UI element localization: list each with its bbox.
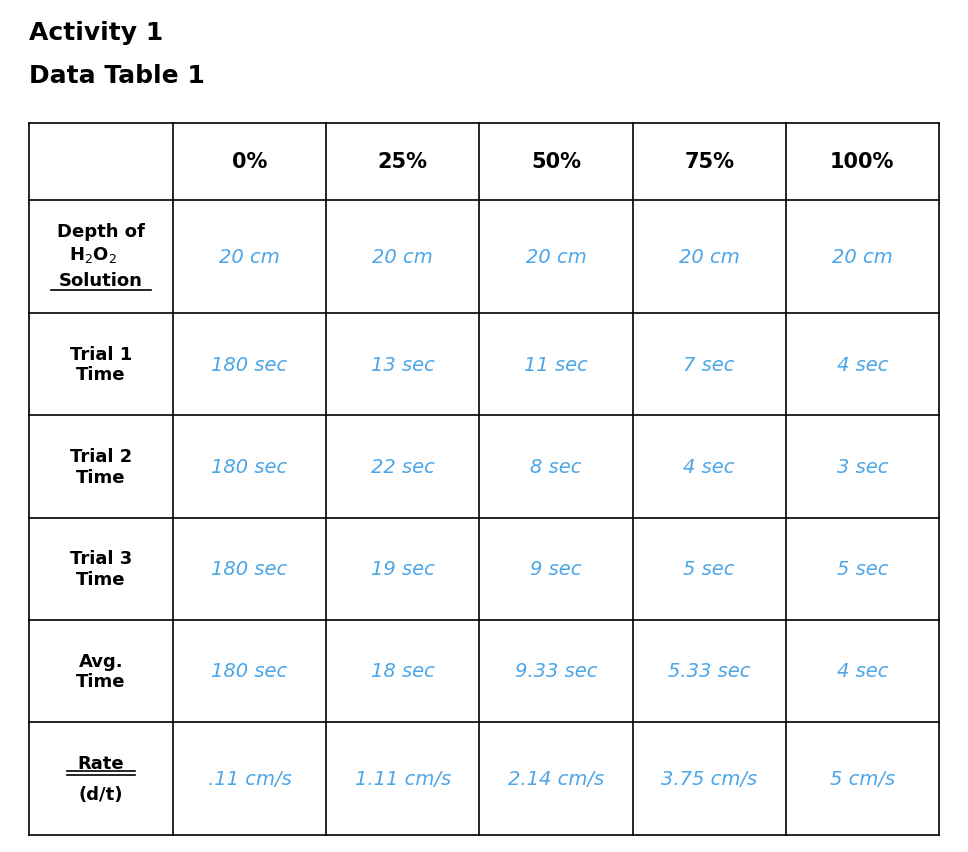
Text: .11 cm/s: .11 cm/s: [208, 769, 291, 788]
Text: 5.33 sec: 5.33 sec: [668, 662, 750, 681]
Text: H$_2$O$_2$: H$_2$O$_2$: [70, 245, 117, 265]
Text: Trial 1: Trial 1: [70, 346, 132, 364]
Text: 20 cm: 20 cm: [832, 248, 892, 267]
Text: Activity 1: Activity 1: [29, 21, 164, 45]
Text: 5 sec: 5 sec: [683, 560, 735, 579]
Text: 25%: 25%: [378, 153, 428, 172]
Text: 180 sec: 180 sec: [211, 560, 287, 579]
Text: Time: Time: [76, 468, 126, 486]
Text: 3.75 cm/s: 3.75 cm/s: [661, 769, 757, 788]
Text: 1.11 cm/s: 1.11 cm/s: [354, 769, 451, 788]
Text: 11 sec: 11 sec: [524, 355, 588, 374]
Text: 5 cm/s: 5 cm/s: [830, 769, 895, 788]
Text: 4 sec: 4 sec: [683, 458, 735, 476]
Text: 75%: 75%: [684, 153, 734, 172]
Text: 18 sec: 18 sec: [371, 662, 435, 681]
Text: 4 sec: 4 sec: [836, 355, 888, 374]
Text: Depth of: Depth of: [57, 222, 145, 241]
Text: 20 cm: 20 cm: [679, 248, 740, 267]
Text: 180 sec: 180 sec: [211, 355, 287, 374]
Text: Avg.: Avg.: [78, 652, 123, 670]
Text: 3 sec: 3 sec: [836, 458, 888, 476]
Text: 13 sec: 13 sec: [371, 355, 435, 374]
Text: 20 cm: 20 cm: [526, 248, 587, 267]
Text: 0%: 0%: [232, 153, 267, 172]
Text: Solution: Solution: [59, 271, 143, 290]
Text: 2.14 cm/s: 2.14 cm/s: [508, 769, 604, 788]
Text: 100%: 100%: [831, 153, 894, 172]
Text: Time: Time: [76, 366, 126, 384]
Text: 7 sec: 7 sec: [683, 355, 735, 374]
Text: 180 sec: 180 sec: [211, 458, 287, 476]
Text: 20 cm: 20 cm: [373, 248, 433, 267]
Text: Rate: Rate: [77, 754, 124, 772]
Text: (d/t): (d/t): [78, 785, 123, 803]
Text: Trial 2: Trial 2: [70, 447, 132, 466]
Text: Time: Time: [76, 672, 126, 690]
Text: Time: Time: [76, 570, 126, 588]
Text: 9.33 sec: 9.33 sec: [515, 662, 597, 681]
Text: 22 sec: 22 sec: [371, 458, 435, 476]
Text: Trial 3: Trial 3: [70, 550, 132, 567]
Text: 19 sec: 19 sec: [371, 560, 435, 579]
Text: 50%: 50%: [531, 153, 581, 172]
Text: 9 sec: 9 sec: [530, 560, 582, 579]
Text: 20 cm: 20 cm: [219, 248, 280, 267]
Text: 8 sec: 8 sec: [530, 458, 582, 476]
Text: 5 sec: 5 sec: [836, 560, 888, 579]
Text: 4 sec: 4 sec: [836, 662, 888, 681]
Text: 180 sec: 180 sec: [211, 662, 287, 681]
Text: Data Table 1: Data Table 1: [29, 64, 205, 88]
